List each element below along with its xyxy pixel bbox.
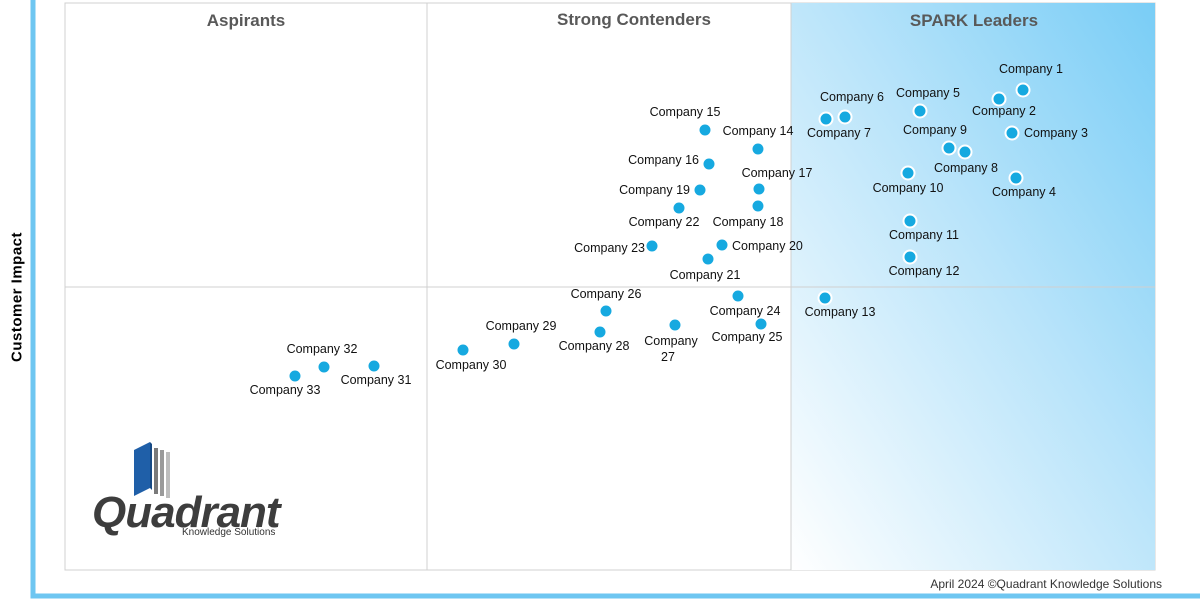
- quadrant-label-strong-contenders: Strong Contenders: [557, 10, 711, 29]
- label-company-33: Company 33: [250, 383, 321, 397]
- point-company-14: [750, 141, 766, 157]
- point-company-8: [957, 144, 973, 160]
- label-company-13: Company 13: [805, 305, 876, 319]
- label-company-10: Company 10: [873, 181, 944, 195]
- label-company-19: Company 19: [619, 183, 690, 197]
- label-company-21: Company 21: [670, 268, 741, 282]
- point-company-32: [316, 359, 332, 375]
- label-company-4: Company 4: [992, 185, 1056, 199]
- point-company-31: [366, 358, 382, 374]
- point-company-6: [837, 109, 853, 125]
- label-company-17: Company 17: [742, 166, 813, 180]
- book-icon: [134, 442, 170, 498]
- label-company-3: Company 3: [1024, 126, 1088, 140]
- point-company-3: [1004, 125, 1020, 141]
- label-company-15: Company 15: [650, 105, 721, 119]
- label-company-14: Company 14: [723, 124, 794, 138]
- quadrant-logo: Quadrant Knowledge Solutions: [92, 440, 322, 550]
- point-company-18: [750, 198, 766, 214]
- label-company-29: Company 29: [486, 319, 557, 333]
- point-company-23: [644, 238, 660, 254]
- quadrant-label-spark-leaders: SPARK Leaders: [910, 11, 1038, 30]
- point-company-5: [912, 103, 928, 119]
- label-company-16: Company 16: [628, 153, 699, 167]
- quadrant-label-aspirants: Aspirants: [207, 11, 285, 30]
- point-company-28: [592, 324, 608, 340]
- brand-name: Quadrant: [92, 488, 281, 537]
- point-company-13: [817, 290, 833, 306]
- label-company-5: Company 5: [896, 86, 960, 100]
- point-company-21: [700, 251, 716, 267]
- label-company-31: Company 31: [341, 373, 412, 387]
- point-company-24: [730, 288, 746, 304]
- point-company-27: [667, 317, 683, 333]
- point-company-1: [1015, 82, 1031, 98]
- point-company-30: [455, 342, 471, 358]
- label-company-12: Company 12: [889, 264, 960, 278]
- point-company-11: [902, 213, 918, 229]
- label-company-9: Company 9: [903, 123, 967, 137]
- label-company-28: Company 28: [559, 339, 630, 353]
- chart-frame: [30, 0, 1200, 599]
- y-axis-label: Customer Impact: [8, 231, 26, 363]
- point-company-20: [714, 237, 730, 253]
- label-company-23: Company 23: [574, 241, 645, 255]
- point-company-25: [753, 316, 769, 332]
- label-company-26: Company 26: [571, 287, 642, 301]
- label-company-20: Company 20: [732, 239, 803, 253]
- point-company-12: [902, 249, 918, 265]
- point-company-9: [941, 140, 957, 156]
- point-company-7: [818, 111, 834, 127]
- point-company-10: [900, 165, 916, 181]
- label-company-11: Company 11: [889, 228, 959, 242]
- label-company-24: Company 24: [710, 304, 781, 318]
- point-company-26: [598, 303, 614, 319]
- label-company-22: Company 22: [629, 215, 700, 229]
- label-company-7: Company 7: [807, 126, 871, 140]
- point-company-22: [671, 200, 687, 216]
- point-company-2: [991, 91, 1007, 107]
- label-company-8: Company 8: [934, 161, 998, 175]
- footer-credit: April 2024 ©Quadrant Knowledge Solutions: [930, 577, 1162, 591]
- label-company-18: Company 18: [713, 215, 784, 229]
- point-company-29: [506, 336, 522, 352]
- point-company-4: [1008, 170, 1024, 186]
- point-company-15: [697, 122, 713, 138]
- label-company-30: Company 30: [436, 358, 507, 372]
- point-company-16: [701, 156, 717, 172]
- point-company-19: [692, 182, 708, 198]
- label-company-25: Company 25: [712, 330, 783, 344]
- label-company-32: Company 32: [287, 342, 358, 356]
- label-company-27: Company 27: [644, 334, 698, 364]
- point-company-33: [287, 368, 303, 384]
- label-company-6: Company 6: [820, 90, 884, 104]
- label-company-1: Company 1: [999, 62, 1063, 76]
- points-layer: [287, 82, 1031, 384]
- point-company-17: [751, 181, 767, 197]
- labels-layer: Company 1 Company 2 Company 3 Company 4 Comp…: [250, 62, 1088, 397]
- brand-subtitle: Knowledge Solutions: [182, 527, 276, 538]
- label-company-2: Company 2: [972, 104, 1036, 118]
